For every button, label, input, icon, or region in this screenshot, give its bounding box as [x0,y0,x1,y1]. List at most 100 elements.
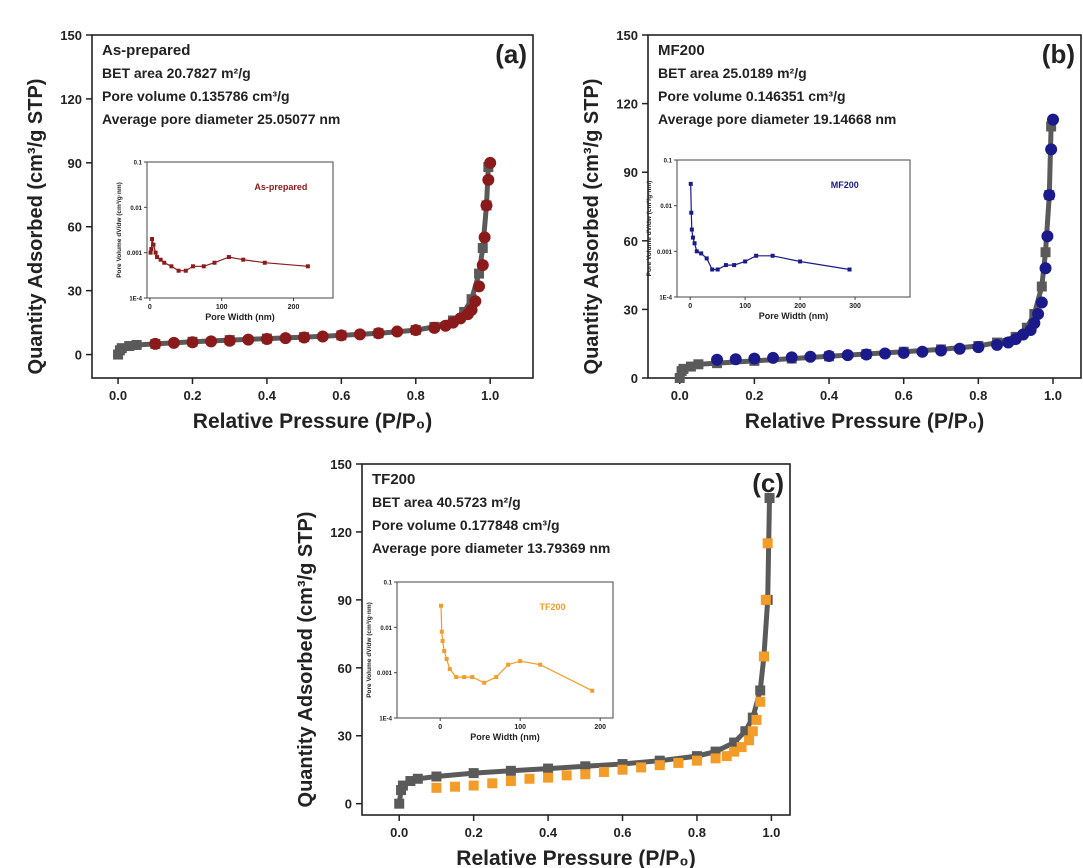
plot-frame [647,34,1082,379]
data-point [897,346,910,359]
x-tick-label: 100 [739,303,751,310]
y-tick-label: 0.01 [130,206,142,212]
data-point [953,342,966,355]
y-tick-label: 60 [68,220,82,235]
data-point [505,765,516,776]
y-tick-label: 120 [60,92,82,107]
x-tick-label: 0.8 [688,825,706,840]
y-tick-label: 30 [338,729,352,744]
x-tick-label: 0.4 [258,388,277,403]
panel-label: (b) [1042,39,1075,69]
data-point [151,242,156,247]
x-axis-label: Relative Pressure (P/P₀) [193,410,432,433]
data-point [1043,189,1056,202]
data-point [482,680,487,685]
data-point [580,769,591,780]
data-point [538,662,543,667]
annotation: Pore volume 0.135786 cm³/g [102,88,290,104]
y-tick-label: 90 [68,156,82,171]
x-tick-label: 0 [688,303,692,310]
data-point [405,776,416,787]
data-point [561,770,572,781]
y-tick-label: 0.01 [660,204,672,210]
y-tick-label: 60 [338,661,352,676]
data-point [689,227,694,232]
data-point [469,295,482,308]
x-axis-label: Pore Width (nm) [470,732,539,742]
data-point [447,667,452,672]
y-tick-label: 0.01 [380,626,392,632]
y-tick-label: 120 [616,97,638,112]
y-tick-label: 1E-4 [379,717,392,723]
data-point [409,324,422,337]
x-tick-label: 200 [594,724,606,731]
x-tick-label: 0.2 [183,388,201,403]
data-point [148,250,153,255]
data-point [162,260,167,265]
x-axis-label: Pore Width (nm) [205,312,274,322]
data-point [785,351,798,364]
annotation: As-prepared [102,42,190,59]
data-point [1039,262,1052,275]
x-tick-label: 1.0 [481,388,499,403]
data-point [1045,143,1058,156]
inset-frame [146,161,334,299]
data-point [699,251,704,256]
data-point [755,696,766,707]
y-tick-label: 90 [624,165,638,180]
x-tick-label: 0 [438,724,442,731]
data-point [201,264,206,269]
x-axis-label: Pore Width (nm) [759,311,828,321]
annotation: Pore volume 0.177848 cm³/g [372,517,560,533]
data-point [1036,281,1047,292]
data-point [298,331,311,344]
legend-label: MF200 [831,180,859,190]
data-point [169,264,174,269]
x-tick-label: 0 [148,304,152,311]
data-point [860,348,873,361]
data-point [694,249,699,254]
y-tick-label: 0.001 [127,251,143,257]
y-axis-label: Pore Volume dV/dw (cm³/g·nm) [646,181,653,277]
data-point [462,675,467,680]
data-point [524,773,535,784]
data-point [190,264,195,269]
data-point [798,259,803,264]
x-axis-label: Relative Pressure (P/P₀) [456,847,695,868]
data-point [847,267,852,272]
y-axis-label: Quantity Adsorbed (cm³/g STP) [25,79,47,375]
data-point [155,255,160,260]
data-point [747,726,758,737]
y-tick-label: 0.1 [134,161,143,167]
y-tick-label: 90 [338,593,352,608]
data-point [124,341,135,352]
x-tick-label: 0.6 [895,388,913,403]
data-point [442,649,447,654]
x-tick-label: 0.0 [671,388,689,403]
data-point [316,330,329,343]
annotation: Pore volume 0.146351 cm³/g [658,88,846,104]
data-point [710,753,721,764]
y-tick-label: 60 [624,234,638,249]
data-point [242,333,255,346]
data-point [736,742,747,753]
x-tick-label: 100 [216,304,228,311]
y-tick-label: 30 [68,284,82,299]
data-point [394,798,405,809]
y-tick-label: 1E-4 [659,296,672,302]
legend-label: TF200 [540,602,566,612]
data-point [841,349,854,362]
y-tick-label: 0 [345,797,352,812]
data-point [758,651,769,662]
data-point [543,772,554,783]
data-point [1028,317,1041,330]
inset-frame [676,159,911,298]
x-tick-label: 0.0 [109,388,127,403]
x-tick-label: 0.6 [613,825,631,840]
data-point [149,337,162,350]
annotation: TF200 [372,471,415,488]
data-point [439,603,443,608]
data-point [372,327,385,340]
data-point [748,352,761,365]
